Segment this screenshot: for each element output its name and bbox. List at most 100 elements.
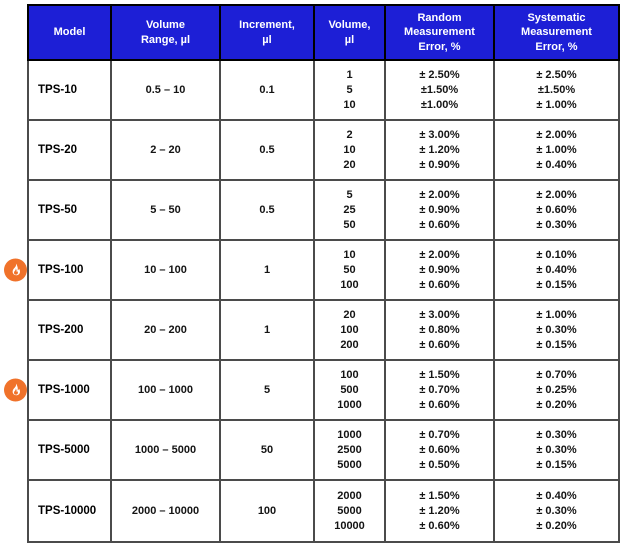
systematic-value: ± 0.15% — [536, 278, 577, 291]
table-header-row: Model Volume Range, µl Increment, µl Volume… — [27, 4, 620, 61]
systematic-value: ± 2.00% — [536, 128, 577, 141]
systematic-error-cell: ± 0.40% ± 0.30% ± 0.20% — [495, 481, 618, 541]
volume-range-cell: 100 – 1000 — [112, 361, 221, 419]
systematic-error-cell: ± 2.00% ± 1.00% ± 0.40% — [495, 121, 618, 179]
random-value: ± 0.60% — [419, 218, 460, 231]
volumes-value: 50 — [343, 218, 356, 231]
systematic-value: ± 2.50% — [536, 68, 577, 81]
random-value: ± 0.60% — [419, 398, 460, 411]
random-error-cell: ± 3.00% ± 0.80% ± 0.60% — [386, 301, 495, 359]
random-value: ± 1.20% — [419, 143, 460, 156]
systematic-value: ± 0.40% — [536, 489, 577, 502]
systematic-value: ± 0.30% — [536, 323, 577, 336]
random-value: ± 0.90% — [419, 158, 460, 171]
systematic-value: ± 0.30% — [536, 428, 577, 441]
systematic-value: ± 0.40% — [536, 263, 577, 276]
systematic-value: ±1.50% — [537, 83, 576, 96]
increment-cell: 5 — [221, 361, 315, 419]
systematic-value: ± 0.60% — [536, 203, 577, 216]
systematic-value: ± 0.15% — [536, 338, 577, 351]
random-value: ± 3.00% — [419, 128, 460, 141]
volumes-value: 1000 — [337, 428, 362, 441]
volumes-value: 20 — [343, 158, 356, 171]
random-value: ± 2.50% — [419, 68, 460, 81]
random-value: ± 0.60% — [419, 278, 460, 291]
table-row-tps-5000: TPS-5000 1000 – 5000 50 1000 2500 5000 ± 0.70%… — [29, 421, 618, 481]
volumes-value: 5000 — [337, 458, 362, 471]
random-value: ± 0.90% — [419, 263, 460, 276]
pipette-specifications-table: Model Volume Range, µl Increment, µl Volume… — [4, 4, 620, 543]
table-row-tps-10: TPS-10 0.5 – 10 0.1 1 5 10 ± 2.50% ±1.50% ±1.00%… — [29, 61, 618, 121]
volume-cell: 100 500 1000 — [315, 361, 386, 419]
volume-range-cell: 2000 – 10000 — [112, 481, 221, 541]
volume-range-cell: 0.5 – 10 — [112, 61, 221, 119]
model-cell: TPS-20 — [29, 121, 112, 179]
volumes-value: 200 — [340, 338, 359, 351]
increment-cell: 0.1 — [221, 61, 315, 119]
random-value: ± 1.50% — [419, 368, 460, 381]
column-header-increment: Increment, µl — [221, 6, 315, 59]
volumes-value: 500 — [340, 383, 359, 396]
flame-icon — [4, 378, 27, 402]
systematic-value: ± 0.20% — [536, 398, 577, 411]
volumes-value: 5000 — [337, 504, 362, 517]
random-error-cell: ± 2.50% ±1.50% ±1.00% — [386, 61, 495, 119]
model-cell: TPS-100 — [29, 241, 112, 299]
volumes-value: 2500 — [337, 443, 362, 456]
systematic-value: ± 0.10% — [536, 248, 577, 261]
random-value: ± 0.70% — [419, 383, 460, 396]
volume-range-cell: 2 – 20 — [112, 121, 221, 179]
column-header-range: Volume Range, µl — [112, 6, 221, 59]
volumes-value: 10 — [343, 98, 356, 111]
model-cell: TPS-50 — [29, 181, 112, 239]
volume-cell: 1000 2500 5000 — [315, 421, 386, 479]
random-error-cell: ± 2.00% ± 0.90% ± 0.60% — [386, 241, 495, 299]
volumes-value: 2 — [346, 128, 353, 141]
volume-cell: 2000 5000 10000 — [315, 481, 386, 541]
volumes-value: 5 — [346, 188, 353, 201]
volumes-value: 10000 — [334, 519, 365, 532]
systematic-value: ± 1.00% — [536, 308, 577, 321]
increment-cell: 0.5 — [221, 121, 315, 179]
systematic-error-cell: ± 2.50% ±1.50% ± 1.00% — [495, 61, 618, 119]
volumes-value: 10 — [343, 248, 356, 261]
model-cell: TPS-1000 — [29, 361, 112, 419]
flame-icon — [4, 258, 27, 282]
volume-range-cell: 5 – 50 — [112, 181, 221, 239]
random-error-cell: ± 3.00% ± 1.20% ± 0.90% — [386, 121, 495, 179]
increment-cell: 1 — [221, 301, 315, 359]
systematic-value: ± 2.00% — [536, 188, 577, 201]
systematic-error-cell: ± 0.10% ± 0.40% ± 0.15% — [495, 241, 618, 299]
volumes-value: 100 — [340, 278, 359, 291]
systematic-error-cell: ± 2.00% ± 0.60% ± 0.30% — [495, 181, 618, 239]
volumes-value: 1 — [346, 68, 353, 81]
random-value: ± 1.50% — [419, 489, 460, 502]
random-value: ± 0.60% — [419, 519, 460, 532]
volumes-value: 100 — [340, 368, 359, 381]
systematic-value: ± 1.00% — [536, 143, 577, 156]
systematic-value: ± 0.15% — [536, 458, 577, 471]
random-error-cell: ± 1.50% ± 0.70% ± 0.60% — [386, 361, 495, 419]
systematic-error-cell: ± 1.00% ± 0.30% ± 0.15% — [495, 301, 618, 359]
table-row-tps-50: TPS-50 5 – 50 0.5 5 25 50 ± 2.00% ± 0.90% ± 0.60… — [29, 181, 618, 241]
table-row-tps-100: TPS-100 10 – 100 1 10 50 100 ± 2.00% ± 0.90% ± 0… — [4, 241, 618, 301]
systematic-value: ± 0.20% — [536, 519, 577, 532]
volume-cell: 2 10 20 — [315, 121, 386, 179]
model-cell: TPS-200 — [29, 301, 112, 359]
systematic-value: ± 0.40% — [536, 158, 577, 171]
volumes-value: 50 — [343, 263, 356, 276]
increment-cell: 100 — [221, 481, 315, 541]
volumes-value: 2000 — [337, 489, 362, 502]
volumes-value: 10 — [343, 143, 356, 156]
systematic-value: ± 0.70% — [536, 368, 577, 381]
random-value: ± 2.00% — [419, 188, 460, 201]
random-error-cell: ± 2.00% ± 0.90% ± 0.60% — [386, 181, 495, 239]
random-value: ± 0.60% — [419, 443, 460, 456]
systematic-value: ± 0.30% — [536, 504, 577, 517]
volume-range-cell: 1000 – 5000 — [112, 421, 221, 479]
random-value: ± 0.80% — [419, 323, 460, 336]
systematic-value: ± 0.25% — [536, 383, 577, 396]
model-cell: TPS-5000 — [29, 421, 112, 479]
volumes-value: 25 — [343, 203, 356, 216]
